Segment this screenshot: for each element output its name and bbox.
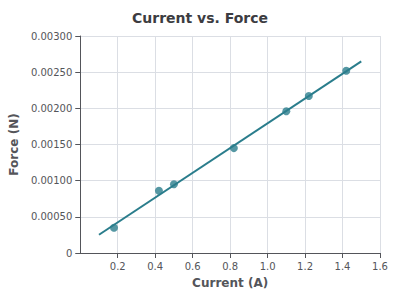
svg-text:0.00050: 0.00050 [31, 211, 72, 222]
svg-text:0.6: 0.6 [185, 261, 201, 272]
svg-text:0.8: 0.8 [222, 261, 238, 272]
svg-text:0.2: 0.2 [110, 261, 126, 272]
svg-text:1.2: 1.2 [297, 261, 313, 272]
svg-text:0.00150: 0.00150 [31, 139, 72, 150]
svg-text:1.4: 1.4 [335, 261, 351, 272]
svg-text:0.00300: 0.00300 [31, 31, 72, 42]
svg-text:Current (A): Current (A) [192, 276, 268, 290]
svg-text:0.00250: 0.00250 [31, 67, 72, 78]
svg-text:0.00200: 0.00200 [31, 103, 72, 114]
svg-text:1.6: 1.6 [372, 261, 388, 272]
svg-text:0.4: 0.4 [147, 261, 163, 272]
svg-text:Current vs. Force: Current vs. Force [132, 10, 268, 26]
svg-text:0.00100: 0.00100 [31, 175, 72, 186]
svg-text:1.0: 1.0 [260, 261, 276, 272]
svg-text:0: 0 [66, 248, 72, 259]
svg-text:Force (N): Force (N) [7, 113, 21, 175]
